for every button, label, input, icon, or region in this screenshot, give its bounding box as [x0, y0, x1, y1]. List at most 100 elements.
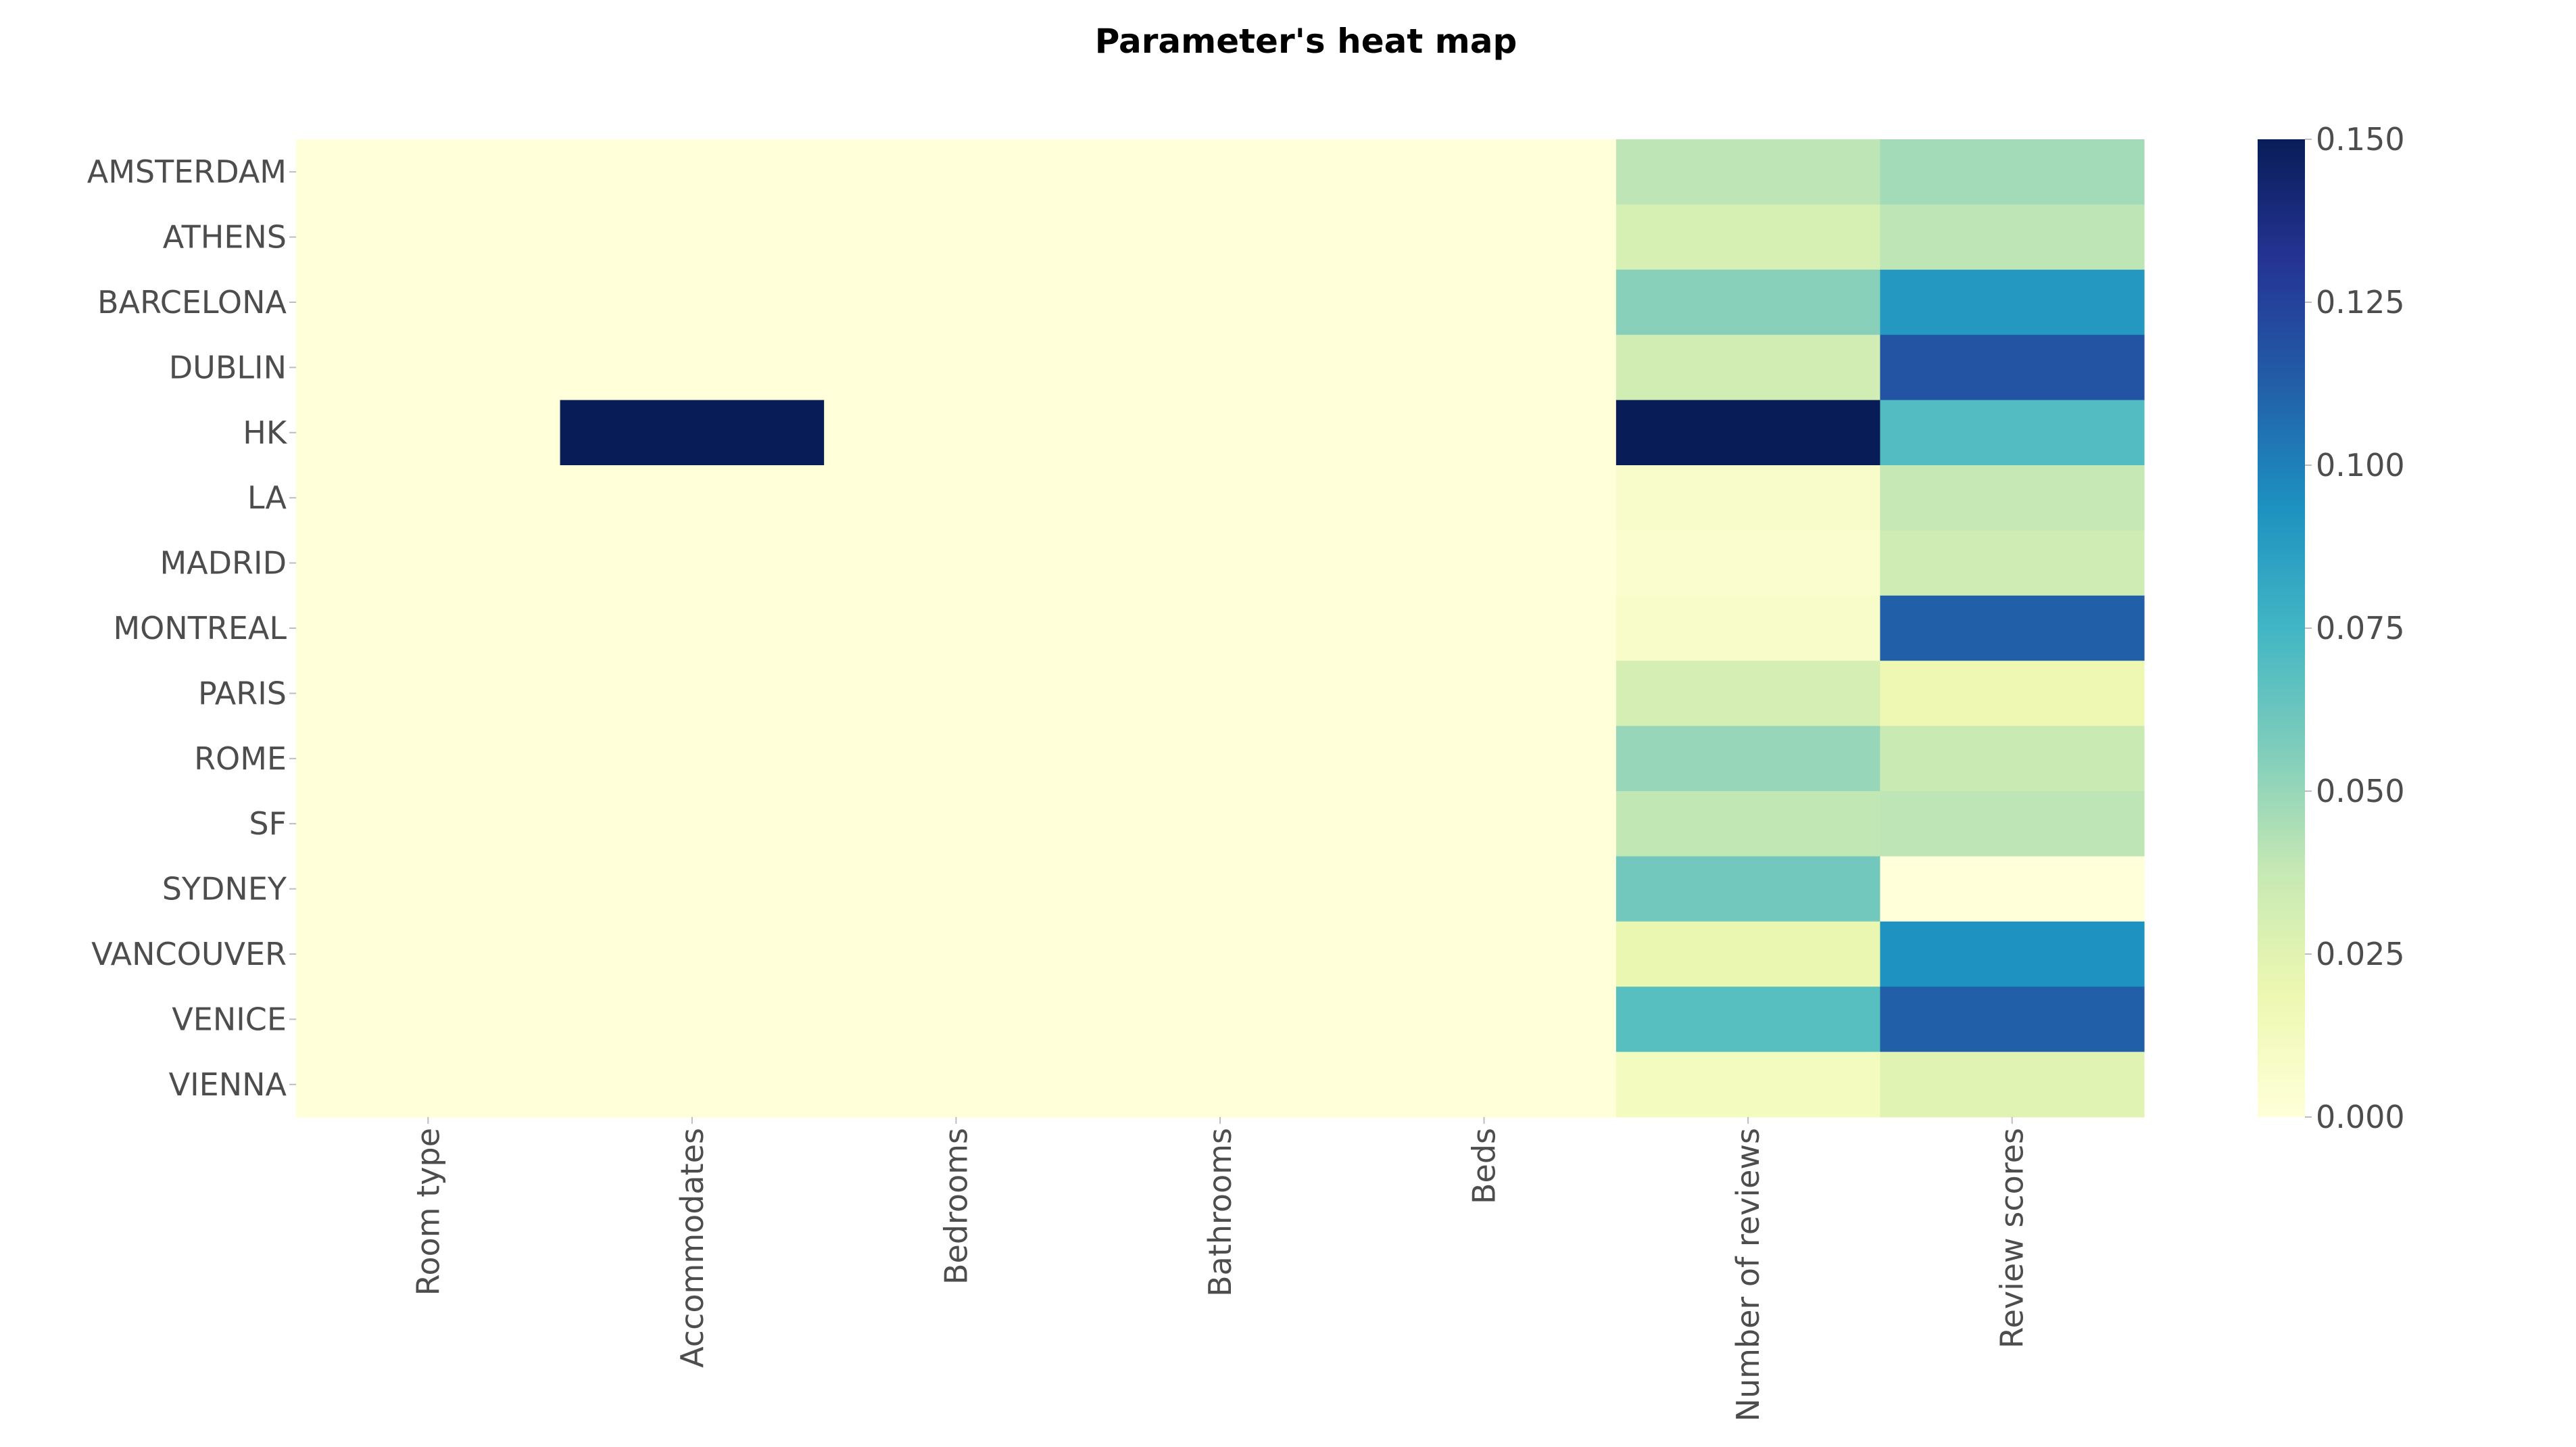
- cell-vienna-bathrooms: [1088, 1051, 1353, 1118]
- colorbar-tick-label: 0.125: [2316, 284, 2405, 321]
- row-label-sydney: SYDNEY: [162, 871, 287, 907]
- cell-venice-room-type: [296, 987, 561, 1053]
- colorbar-tick-label: 0.075: [2316, 610, 2405, 646]
- cell-vienna-beds: [1352, 1051, 1617, 1118]
- cell-sf-review-scores: [1880, 791, 2145, 857]
- cell-sydney-number-of-reviews: [1615, 856, 1881, 922]
- cell-athens-review-scores: [1880, 204, 2145, 270]
- chart-title: Parameter's heat map: [1095, 22, 1517, 61]
- column-label-beds: Beds: [1466, 1128, 1503, 1204]
- cell-montreal-room-type: [296, 595, 561, 661]
- cell-montreal-number-of-reviews: [1615, 595, 1881, 661]
- column-label-bathrooms: Bathrooms: [1202, 1128, 1238, 1297]
- cell-montreal-review-scores: [1880, 595, 2145, 661]
- column-label-accommodates: Accommodates: [674, 1128, 710, 1368]
- column-label-review-scores: Review scores: [1994, 1128, 2031, 1348]
- row-label-athens: ATHENS: [163, 219, 287, 256]
- cell-athens-bedrooms: [824, 204, 1089, 270]
- cell-rome-bathrooms: [1088, 726, 1353, 792]
- cell-madrid-beds: [1352, 530, 1617, 596]
- cell-vancouver-room-type: [296, 921, 561, 987]
- row-label-vancouver: VANCOUVER: [91, 936, 287, 972]
- cell-amsterdam-number-of-reviews: [1615, 139, 1881, 205]
- cell-madrid-review-scores: [1880, 530, 2145, 596]
- cell-amsterdam-review-scores: [1880, 139, 2145, 205]
- column-label-room-type: Room type: [410, 1128, 446, 1296]
- row-label-paris: PARIS: [198, 675, 287, 711]
- cell-la-beds: [1352, 465, 1617, 531]
- cell-paris-bedrooms: [824, 661, 1089, 727]
- column-label-number-of-reviews: Number of reviews: [1730, 1128, 1766, 1421]
- cell-venice-bedrooms: [824, 987, 1089, 1053]
- cell-vancouver-bedrooms: [824, 921, 1089, 987]
- cell-madrid-bathrooms: [1088, 530, 1353, 596]
- row-label-amsterdam: AMSTERDAM: [87, 153, 287, 190]
- cell-vancouver-bathrooms: [1088, 921, 1353, 987]
- cell-hk-room-type: [296, 400, 561, 466]
- cell-vienna-accommodates: [560, 1051, 825, 1118]
- cell-barcelona-bedrooms: [824, 269, 1089, 335]
- cell-paris-room-type: [296, 661, 561, 727]
- cell-amsterdam-room-type: [296, 139, 561, 205]
- cell-barcelona-room-type: [296, 269, 561, 335]
- cell-venice-number-of-reviews: [1615, 987, 1881, 1053]
- cell-barcelona-beds: [1352, 269, 1617, 335]
- colorbar-tick-label: 0.050: [2316, 773, 2405, 809]
- cell-dublin-number-of-reviews: [1615, 335, 1881, 401]
- row-label-venice: VENICE: [172, 1001, 287, 1037]
- cell-vancouver-beds: [1352, 921, 1617, 987]
- cell-dublin-accommodates: [560, 335, 825, 401]
- cell-amsterdam-beds: [1352, 139, 1617, 205]
- cell-barcelona-bathrooms: [1088, 269, 1353, 335]
- row-label-madrid: MADRID: [160, 545, 287, 582]
- cell-vienna-number-of-reviews: [1615, 1051, 1881, 1118]
- cell-venice-beds: [1352, 987, 1617, 1053]
- colorbar-tick-label: 0.150: [2316, 121, 2405, 158]
- cell-sydney-review-scores: [1880, 856, 2145, 922]
- cell-sydney-bedrooms: [824, 856, 1089, 922]
- cell-paris-review-scores: [1880, 661, 2145, 727]
- cell-amsterdam-accommodates: [560, 139, 825, 205]
- cell-vancouver-accommodates: [560, 921, 825, 987]
- cell-barcelona-number-of-reviews: [1615, 269, 1881, 335]
- cell-paris-number-of-reviews: [1615, 661, 1881, 727]
- cell-paris-bathrooms: [1088, 661, 1353, 727]
- colorbar-tick-label: 0.000: [2316, 1099, 2405, 1135]
- cell-vienna-bedrooms: [824, 1051, 1089, 1118]
- cell-barcelona-accommodates: [560, 269, 825, 335]
- cell-vienna-review-scores: [1880, 1051, 2145, 1118]
- cell-la-number-of-reviews: [1615, 465, 1881, 531]
- cell-sydney-beds: [1352, 856, 1617, 922]
- colorbar: 0.000 0.025 0.050 0.075 0.100 0.125 0.150: [2258, 121, 2405, 1135]
- cell-montreal-bathrooms: [1088, 595, 1353, 661]
- cell-athens-accommodates: [560, 204, 825, 270]
- cell-venice-accommodates: [560, 987, 825, 1053]
- cell-hk-bathrooms: [1088, 400, 1353, 466]
- cell-dublin-room-type: [296, 335, 561, 401]
- cell-sf-bathrooms: [1088, 791, 1353, 857]
- row-label-dublin: DUBLIN: [169, 349, 287, 385]
- cell-paris-accommodates: [560, 661, 825, 727]
- cell-la-room-type: [296, 465, 561, 531]
- cell-vienna-room-type: [296, 1051, 561, 1118]
- cell-la-bedrooms: [824, 465, 1089, 531]
- cell-athens-number-of-reviews: [1615, 204, 1881, 270]
- cell-athens-bathrooms: [1088, 204, 1353, 270]
- cell-amsterdam-bathrooms: [1088, 139, 1353, 205]
- cell-vancouver-number-of-reviews: [1615, 921, 1881, 987]
- cell-madrid-accommodates: [560, 530, 825, 596]
- cell-venice-review-scores: [1880, 987, 2145, 1053]
- row-label-hk: HK: [243, 414, 288, 451]
- cell-la-review-scores: [1880, 465, 2145, 531]
- cell-sydney-accommodates: [560, 856, 825, 922]
- cell-paris-beds: [1352, 661, 1617, 727]
- cell-venice-bathrooms: [1088, 987, 1353, 1053]
- cell-barcelona-review-scores: [1880, 269, 2145, 335]
- cell-hk-review-scores: [1880, 400, 2145, 466]
- cell-madrid-room-type: [296, 530, 561, 596]
- cell-montreal-beds: [1352, 595, 1617, 661]
- cell-athens-beds: [1352, 204, 1617, 270]
- cell-sf-number-of-reviews: [1615, 791, 1881, 857]
